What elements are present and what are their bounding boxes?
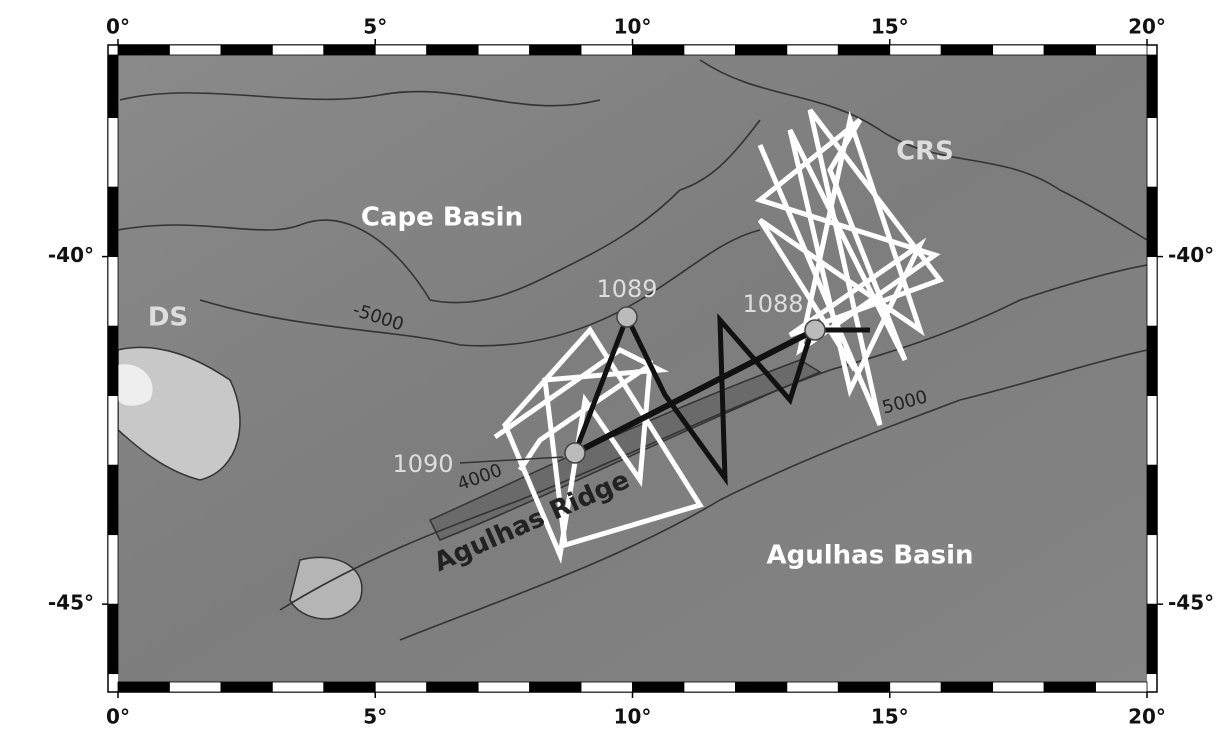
- site-label: 1090: [392, 450, 453, 478]
- frame-segment: [108, 604, 118, 674]
- frame-segment: [941, 45, 992, 55]
- x-tick-label: 0°: [106, 15, 130, 39]
- frame-segment: [838, 682, 889, 692]
- frame-segment: [787, 682, 838, 692]
- frame-segment: [324, 682, 375, 692]
- frame-segment: [375, 682, 426, 692]
- frame-segment: [1147, 326, 1157, 396]
- frame-segment: [478, 45, 529, 55]
- frame-segment: [1147, 465, 1157, 535]
- frame-segment: [272, 682, 323, 692]
- x-tick-label: 0°: [106, 705, 130, 729]
- x-tick-label: 5°: [363, 705, 387, 729]
- frame-segment: [1147, 535, 1157, 605]
- frame-segment: [108, 396, 118, 466]
- site-label: 1089: [596, 275, 657, 303]
- frame-segment: [1147, 257, 1157, 327]
- frame-segment: [118, 45, 169, 55]
- x-tick-label: 10°: [614, 15, 652, 39]
- y-tick-label: -40°: [1168, 243, 1214, 267]
- frame-segment: [787, 45, 838, 55]
- frame-segment: [118, 682, 169, 692]
- frame-segment: [633, 45, 684, 55]
- frame-segment: [993, 682, 1044, 692]
- frame-segment: [1147, 604, 1157, 674]
- frame-segment: [108, 326, 118, 396]
- frame-segment: [169, 45, 220, 55]
- frame-segment: [221, 682, 272, 692]
- frame-segment: [1096, 682, 1147, 692]
- frame-segment: [530, 45, 581, 55]
- place-label: CRS: [896, 137, 954, 167]
- ocean: [118, 55, 1147, 682]
- frame-segment: [838, 45, 889, 55]
- frame-segment: [108, 257, 118, 327]
- frame-segment: [1147, 55, 1157, 118]
- frame-segment: [108, 465, 118, 535]
- map: 1089 1088 1090 Cape Basin DS CRS Agulhas…: [0, 0, 1225, 736]
- x-tick-label: 20°: [1128, 15, 1166, 39]
- frame-segment: [108, 118, 118, 188]
- frame-segment: [324, 45, 375, 55]
- frame-segment: [1044, 682, 1095, 692]
- y-tick-label: -40°: [48, 243, 94, 267]
- frame-segment: [735, 682, 786, 692]
- place-label: DS: [148, 303, 188, 333]
- frame-segment: [890, 682, 941, 692]
- frame-segment: [1096, 45, 1147, 55]
- frame-segment: [1147, 187, 1157, 257]
- place-label: Cape Basin: [361, 203, 523, 233]
- frame-segment: [941, 682, 992, 692]
- frame-segment: [108, 187, 118, 257]
- site-marker: [617, 307, 637, 327]
- frame-segment: [272, 45, 323, 55]
- frame-segment: [993, 45, 1044, 55]
- site-marker: [805, 320, 825, 340]
- x-tick-label: 15°: [871, 15, 909, 39]
- frame-segment: [169, 682, 220, 692]
- frame-segment: [108, 55, 118, 118]
- frame-segment: [530, 682, 581, 692]
- frame-segment: [633, 682, 684, 692]
- frame-segment: [684, 45, 735, 55]
- frame-segment: [1044, 45, 1095, 55]
- x-tick-label: 15°: [871, 705, 909, 729]
- frame-segment: [375, 45, 426, 55]
- frame-segment: [1147, 396, 1157, 466]
- frame-segment: [1147, 118, 1157, 188]
- y-tick-label: -45°: [1168, 591, 1214, 615]
- frame-segment: [890, 45, 941, 55]
- x-tick-label: 5°: [363, 15, 387, 39]
- frame-segment: [581, 682, 632, 692]
- x-tick-label: 20°: [1128, 705, 1166, 729]
- site-marker: [565, 443, 585, 463]
- frame-segment: [221, 45, 272, 55]
- x-tick-label: 10°: [614, 705, 652, 729]
- frame-segment: [108, 535, 118, 605]
- shallow-area: [290, 557, 362, 619]
- frame-segment: [735, 45, 786, 55]
- frame-segment: [581, 45, 632, 55]
- frame-segment: [478, 682, 529, 692]
- frame-segment: [427, 682, 478, 692]
- frame-segment: [427, 45, 478, 55]
- site-label: 1088: [742, 290, 803, 318]
- y-tick-label: -45°: [48, 591, 94, 615]
- frame-segment: [684, 682, 735, 692]
- place-label: Agulhas Basin: [767, 541, 974, 571]
